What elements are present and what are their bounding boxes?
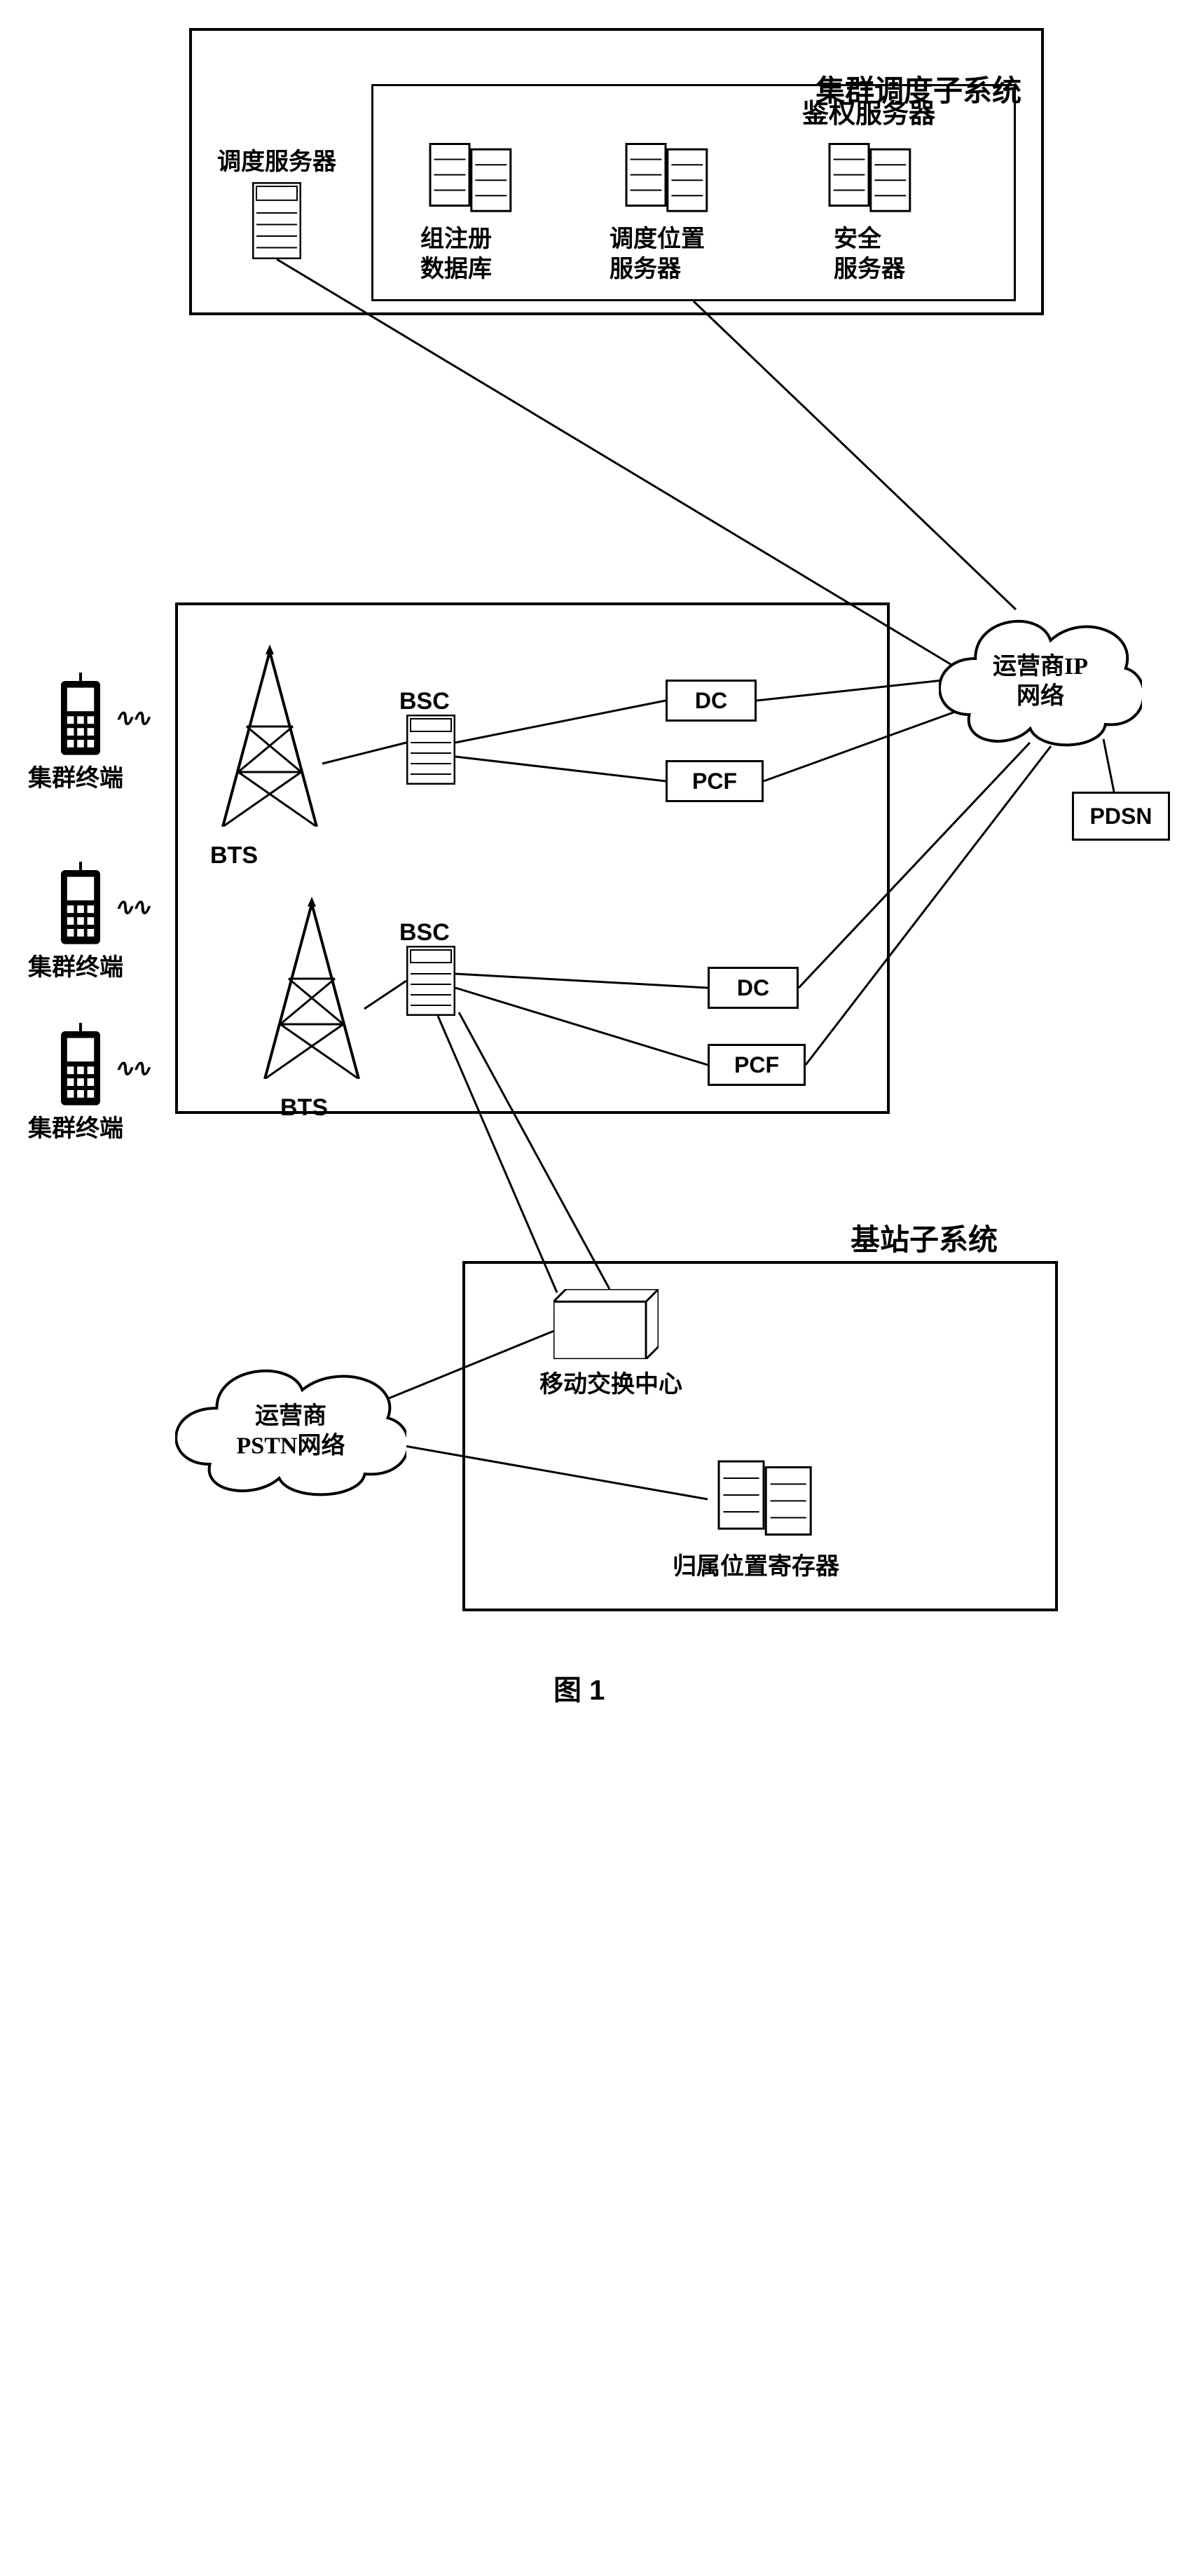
radio-wave-icon: ∿∿ [113, 704, 152, 732]
operator-ip-cloud: 运营商IP 网络 [939, 609, 1142, 750]
auth-item-icon [820, 140, 918, 217]
dc-box: DC [708, 967, 799, 1009]
dispatch-server-label: 调度服务器 [217, 147, 336, 177]
bts-label: BTS [280, 1093, 328, 1123]
hlr-icon [708, 1457, 820, 1541]
auth-item-label: 调度位置服务器 [610, 224, 705, 284]
bsc-icon [406, 715, 455, 785]
svg-text:运营商: 运营商 [255, 1403, 326, 1429]
pdsn-label: PDSN [1090, 804, 1152, 829]
bsc-label: BSC [399, 687, 450, 717]
terminal-phone-icon [60, 1023, 102, 1107]
svg-text:网络: 网络 [1017, 682, 1064, 710]
hlr-label: 归属位置寄存器 [673, 1552, 839, 1582]
pcf-box: PCF [708, 1044, 806, 1086]
bsc-label: BSC [399, 918, 450, 948]
terminal-label: 集群终端 [28, 764, 123, 794]
radio-wave-icon: ∿∿ [113, 1054, 152, 1082]
auth-server-title: 鉴权服务器 [802, 98, 935, 132]
auth-item-icon [617, 140, 715, 217]
terminal-label: 集群终端 [28, 1114, 123, 1144]
auth-item-icon [420, 140, 518, 217]
pdsn-box: PDSN [1072, 792, 1170, 841]
figure-caption: 图 1 [553, 1667, 605, 1708]
bss-title: 基站子系统 [851, 1222, 998, 1259]
terminal-phone-icon [60, 673, 102, 757]
pcf-box: PCF [666, 760, 764, 802]
terminal-phone-icon [60, 862, 102, 946]
dispatch-server-icon [252, 182, 301, 259]
bsc-icon [406, 946, 455, 1016]
auth-item-label: 组注册数据库 [420, 224, 492, 284]
operator-pstn-cloud: 运营商 PSTN网络 [175, 1359, 406, 1499]
dc-box: DC [666, 680, 757, 722]
svg-text:运营商IP: 运营商IP [993, 653, 1088, 680]
diagram-stage: 集群调度子系统 调度服务器 鉴权服务器 组注册数据库 调度位置服务器 [0, 0, 1177, 1713]
bts-tower-icon [217, 645, 322, 827]
msc-label: 移动交换中心 [539, 1370, 682, 1400]
terminal-label: 集群终端 [28, 953, 123, 983]
bts-label: BTS [210, 841, 258, 871]
radio-wave-icon: ∿∿ [113, 893, 152, 921]
bts-tower-icon [259, 897, 364, 1079]
auth-item-label: 安全服务器 [834, 224, 905, 284]
msc-icon [553, 1289, 659, 1359]
svg-text:PSTN网络: PSTN网络 [237, 1432, 345, 1459]
